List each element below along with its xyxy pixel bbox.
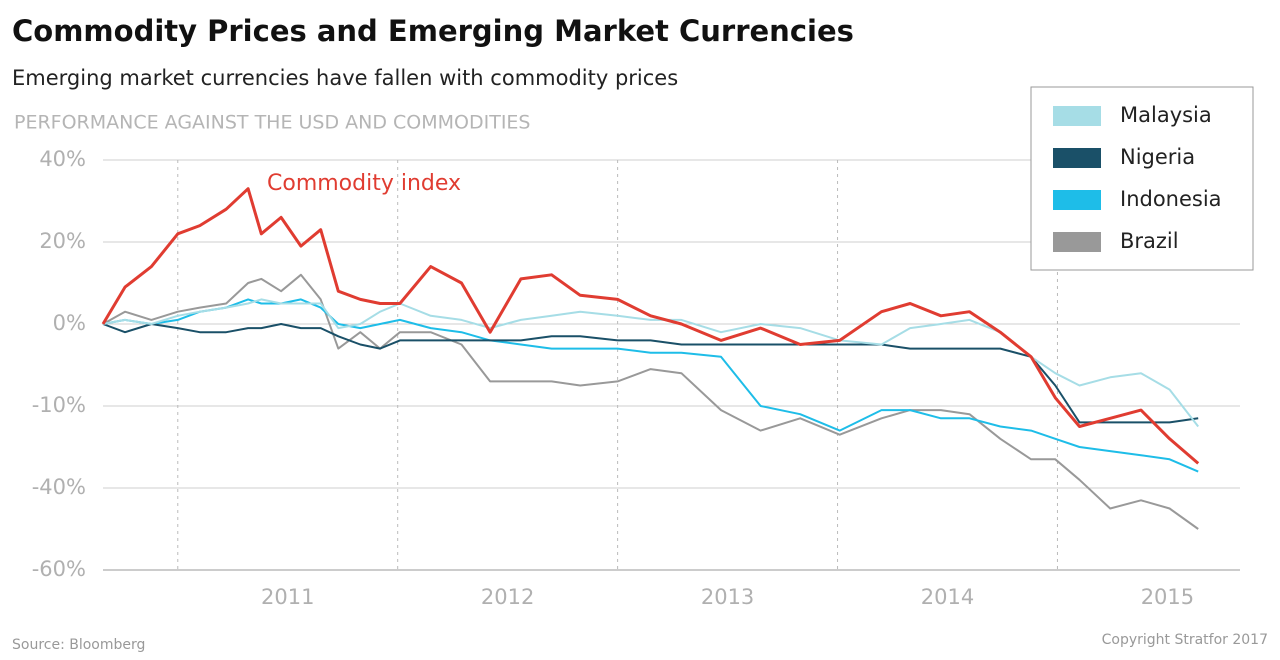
legend-swatch (1053, 148, 1101, 168)
legend-label: Indonesia (1120, 187, 1222, 211)
line (102, 298, 1199, 473)
x-tick-label: 2014 (921, 585, 974, 609)
copyright: Copyright Stratfor 2017 (1102, 632, 1268, 648)
x-tick-label: 2015 (1141, 585, 1194, 609)
chart-subtitle: Emerging market currencies have fallen w… (12, 66, 678, 90)
legend-label: Nigeria (1120, 145, 1195, 169)
x-tick-label: 2013 (701, 585, 754, 609)
y-tick-label: 20% (39, 229, 86, 253)
source: Source: Bloomberg (12, 637, 145, 653)
annotation: Commodity index (267, 171, 461, 196)
legend-swatch (1053, 190, 1101, 210)
x-tick-label: 2011 (261, 585, 314, 609)
legend-label: Malaysia (1120, 103, 1212, 127)
line (101, 187, 1200, 465)
chart-title: Commodity Prices and Emerging Market Cur… (12, 14, 854, 48)
legend-label: Brazil (1120, 229, 1179, 253)
y-tick-label: -40% (32, 475, 86, 499)
y-axis-label: PERFORMANCE AGAINST THE USD AND COMMODIT… (14, 112, 531, 134)
legend-swatch (1053, 106, 1101, 126)
y-tick-label: 0% (53, 311, 86, 335)
y-tick-label: -60% (32, 557, 86, 581)
line (102, 273, 1199, 530)
line (102, 323, 1199, 424)
legend-swatch (1053, 232, 1101, 252)
y-tick-label: 40% (39, 147, 86, 171)
x-tick-label: 2012 (481, 585, 534, 609)
y-tick-label: -10% (32, 393, 86, 417)
